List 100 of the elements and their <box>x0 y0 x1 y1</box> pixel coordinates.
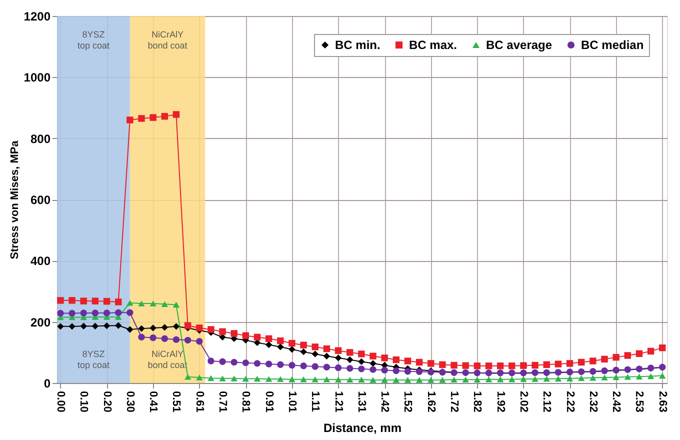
point <box>265 376 272 382</box>
point <box>150 324 156 332</box>
point <box>323 364 330 370</box>
point <box>578 358 585 366</box>
point <box>370 352 376 360</box>
point <box>450 362 458 369</box>
point <box>474 362 481 370</box>
point <box>219 376 226 382</box>
x-tick-label: 2.42 <box>610 391 622 412</box>
point <box>358 366 365 372</box>
x-tick-label: 2.12 <box>540 391 553 412</box>
point <box>138 115 145 122</box>
point <box>612 354 620 361</box>
point <box>566 376 574 382</box>
point <box>161 301 168 307</box>
x-tick-label: 1.92 <box>494 391 506 412</box>
point <box>184 322 192 329</box>
x-tick-label: 0.30 <box>124 391 136 412</box>
point <box>334 354 342 362</box>
point <box>612 374 620 380</box>
point <box>300 348 307 356</box>
point <box>428 360 434 367</box>
point <box>647 348 654 355</box>
point <box>68 297 76 304</box>
x-tick-label: 1.52 <box>402 391 414 412</box>
point <box>208 358 214 364</box>
point <box>254 339 261 346</box>
point <box>277 361 284 368</box>
point <box>636 350 643 357</box>
point <box>265 360 272 368</box>
point <box>323 345 330 352</box>
point <box>312 376 318 382</box>
y-tick-label: 1000 <box>24 70 51 85</box>
point <box>532 362 538 369</box>
point <box>624 374 631 380</box>
point <box>161 112 168 120</box>
point <box>370 366 376 373</box>
point <box>647 373 654 380</box>
point <box>659 344 666 352</box>
point <box>57 323 64 330</box>
point <box>485 362 492 370</box>
x-axis-title: Distance, mm <box>323 421 402 435</box>
point <box>312 350 318 358</box>
point <box>208 375 214 382</box>
point <box>126 309 134 316</box>
point <box>346 349 354 356</box>
point <box>254 360 261 367</box>
point <box>172 302 180 308</box>
point <box>462 376 469 383</box>
point <box>554 360 562 368</box>
y-tick-label: 800 <box>30 132 51 146</box>
point <box>346 376 354 383</box>
point <box>439 377 446 383</box>
point <box>161 324 168 331</box>
point <box>370 377 376 383</box>
x-tick-label: 1.21 <box>332 391 344 412</box>
point <box>439 361 446 368</box>
point <box>126 116 134 124</box>
x-tick-label: 1.01 <box>286 391 298 412</box>
point <box>416 358 423 366</box>
point <box>554 376 562 382</box>
point <box>450 376 458 383</box>
point <box>496 362 504 370</box>
point <box>230 330 238 337</box>
point <box>230 358 238 366</box>
point <box>80 298 87 304</box>
x-tick-label: 0.51 <box>170 391 182 412</box>
point <box>103 298 110 305</box>
point <box>92 310 99 316</box>
point <box>659 372 666 379</box>
point <box>346 364 354 372</box>
point <box>474 376 481 383</box>
point <box>196 324 203 332</box>
point <box>590 374 596 381</box>
point <box>404 368 412 375</box>
point <box>161 335 168 342</box>
y-tick-label: 0 <box>44 376 51 390</box>
point <box>590 358 596 364</box>
point <box>370 360 376 367</box>
point <box>68 323 76 330</box>
point <box>543 361 550 368</box>
x-tick-label: 1.31 <box>355 391 368 412</box>
point <box>312 363 318 370</box>
point <box>277 344 284 350</box>
point <box>392 356 400 364</box>
y-tick-label: 200 <box>30 315 51 330</box>
point <box>265 335 272 342</box>
point <box>254 334 261 340</box>
y-tick-label: 1200 <box>24 10 51 24</box>
x-tick-label: 1.11 <box>309 391 322 412</box>
point <box>288 376 296 382</box>
y-tick-label: 600 <box>30 193 51 207</box>
point <box>381 377 388 383</box>
point <box>578 375 585 382</box>
x-tick-label: 0.91 <box>262 391 275 412</box>
point <box>196 374 203 380</box>
point <box>404 358 412 364</box>
point <box>150 300 156 306</box>
point <box>462 362 469 369</box>
point <box>543 376 550 382</box>
